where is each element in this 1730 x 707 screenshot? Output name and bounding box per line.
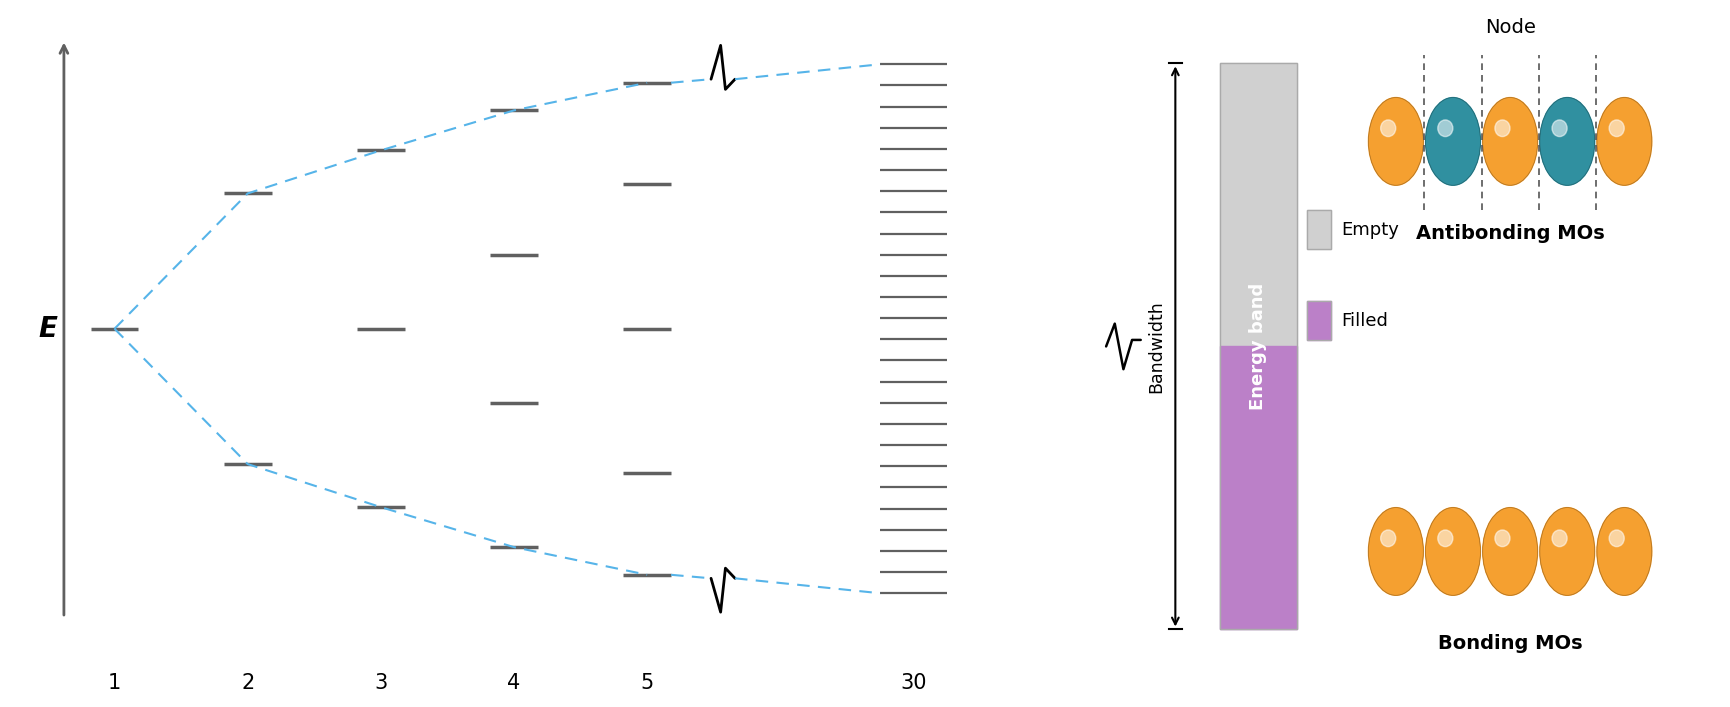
FancyBboxPatch shape	[1220, 64, 1296, 629]
Ellipse shape	[1381, 530, 1394, 547]
Ellipse shape	[1426, 508, 1479, 595]
Ellipse shape	[1495, 530, 1509, 547]
Text: Antibonding MOs: Antibonding MOs	[1415, 224, 1604, 243]
Ellipse shape	[1609, 120, 1623, 136]
Ellipse shape	[1597, 508, 1650, 595]
Text: 1: 1	[107, 673, 121, 693]
Ellipse shape	[1552, 120, 1566, 136]
Text: 3: 3	[374, 673, 388, 693]
Text: Bandwidth: Bandwidth	[1147, 300, 1164, 393]
Text: Bonding MOs: Bonding MOs	[1438, 634, 1581, 653]
Text: Node: Node	[1484, 18, 1535, 37]
Text: Empty: Empty	[1341, 221, 1398, 238]
Text: 2: 2	[240, 673, 254, 693]
Text: 5: 5	[640, 673, 654, 693]
Ellipse shape	[1540, 508, 1593, 595]
Text: 4: 4	[507, 673, 521, 693]
Ellipse shape	[1381, 120, 1394, 136]
Ellipse shape	[1483, 98, 1536, 185]
Bar	[1306, 210, 1330, 249]
Ellipse shape	[1368, 508, 1422, 595]
Bar	[1306, 301, 1330, 340]
Text: 30: 30	[900, 673, 926, 693]
Ellipse shape	[1483, 508, 1536, 595]
Ellipse shape	[1426, 98, 1479, 185]
Ellipse shape	[1597, 98, 1650, 185]
Ellipse shape	[1438, 120, 1451, 136]
Ellipse shape	[1552, 530, 1566, 547]
Text: $\bfit{E}$: $\bfit{E}$	[38, 315, 59, 343]
Text: Filled: Filled	[1341, 312, 1387, 329]
Ellipse shape	[1609, 530, 1623, 547]
Bar	[1306, 210, 1330, 249]
Ellipse shape	[1368, 98, 1422, 185]
Text: Energy band: Energy band	[1249, 283, 1266, 410]
Ellipse shape	[1540, 98, 1593, 185]
FancyBboxPatch shape	[1220, 346, 1296, 629]
Ellipse shape	[1438, 530, 1451, 547]
Ellipse shape	[1495, 120, 1509, 136]
Bar	[1306, 301, 1330, 340]
